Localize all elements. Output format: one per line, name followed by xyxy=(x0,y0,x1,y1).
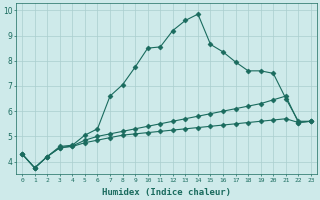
X-axis label: Humidex (Indice chaleur): Humidex (Indice chaleur) xyxy=(102,188,231,197)
